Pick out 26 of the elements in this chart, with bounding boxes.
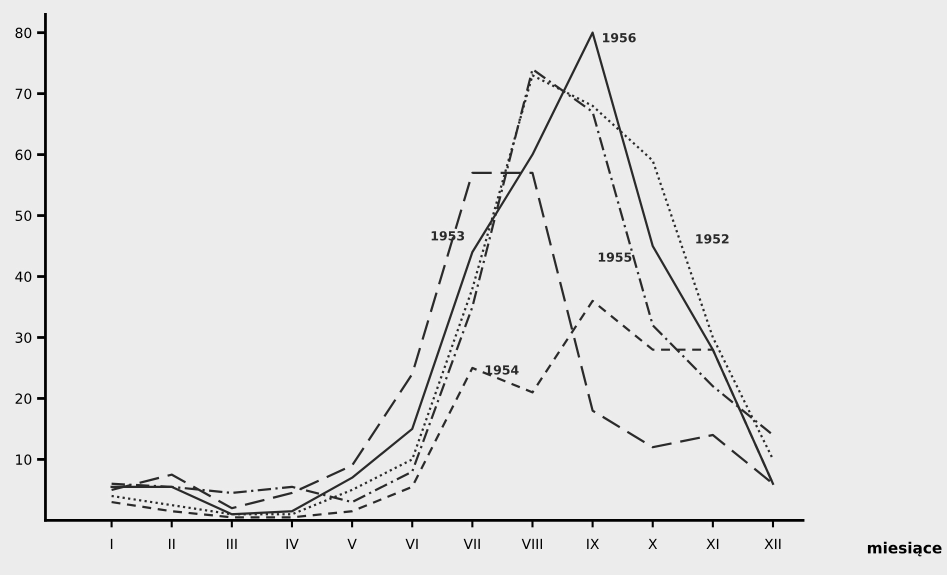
series-label: 1956 xyxy=(603,32,636,42)
y-tick-label: 30 xyxy=(16,332,32,343)
x-tick-label: III xyxy=(227,538,237,549)
x-tick-label: IX xyxy=(587,538,599,549)
y-tick-label: 70 xyxy=(16,88,32,100)
x-tick-label: VII xyxy=(464,538,480,549)
x-tick-label: VIII xyxy=(522,538,542,549)
x-axis-title: miesiące xyxy=(868,542,942,556)
series-label: 1955 xyxy=(598,252,632,262)
series-label: 1953 xyxy=(432,231,464,241)
x-tick-label: X xyxy=(648,538,658,549)
x-tick-label: XI xyxy=(706,538,718,549)
y-tick-label: 10 xyxy=(16,454,32,465)
series-label: 1954 xyxy=(486,365,519,375)
x-tick-label: IV xyxy=(286,538,299,549)
y-tick-label: 50 xyxy=(16,210,32,222)
y-tick-label: 40 xyxy=(15,271,32,282)
y-tick-label: 80 xyxy=(16,28,32,38)
x-tick-label: II xyxy=(168,538,174,549)
series-label: 1952 xyxy=(696,234,729,244)
x-tick-label: I xyxy=(110,538,112,549)
x-tick-label: V xyxy=(347,538,357,549)
x-tick-label: XII xyxy=(764,538,780,549)
x-tick-label: VI xyxy=(406,538,418,549)
y-tick-label: 60 xyxy=(16,150,32,160)
y-tick-label: 20 xyxy=(16,393,32,404)
